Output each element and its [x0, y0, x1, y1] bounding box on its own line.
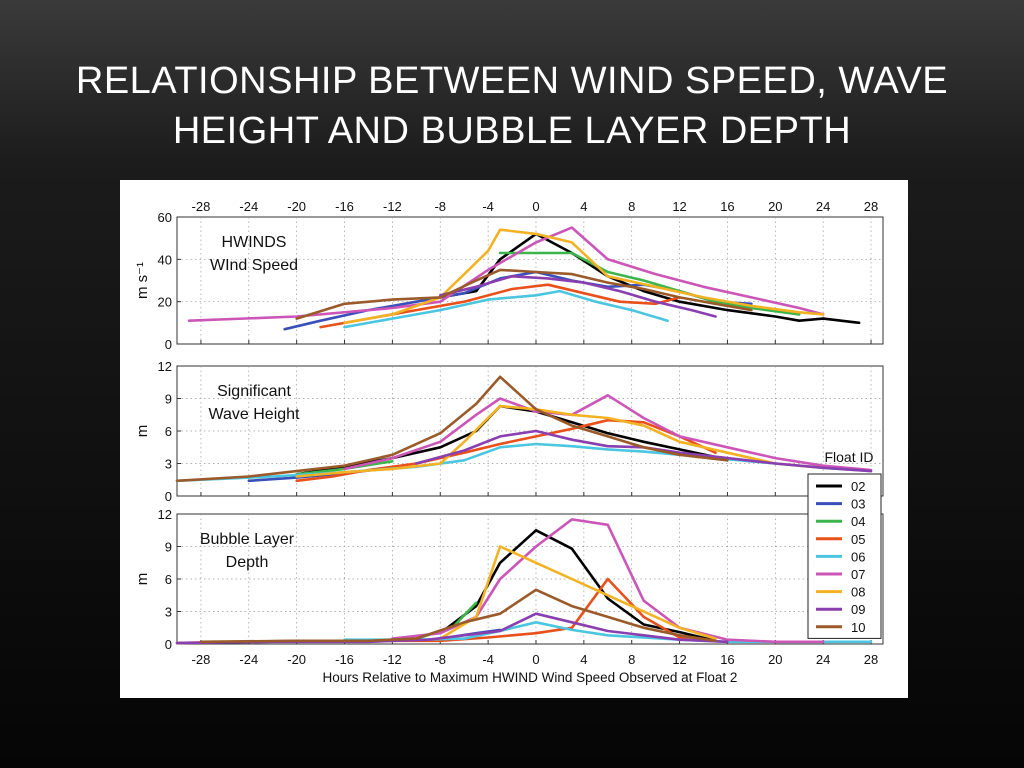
x-tick-label-top: 20: [768, 199, 782, 214]
panel-label-wave: Significant: [217, 383, 291, 400]
slide-title: Relationship between wind speed, wave he…: [75, 60, 949, 152]
x-tick-label-top: 0: [532, 199, 539, 214]
panel-label-bubble: Bubble Layer: [200, 531, 295, 548]
panel-label-wave: Wave Height: [209, 406, 301, 423]
y-tick-label-bubble: 9: [165, 540, 172, 555]
legend-label-02: 02: [851, 479, 865, 494]
x-tick-label-bottom: 12: [672, 652, 686, 667]
x-axis-label: Hours Relative to Maximum HWIND Wind Spe…: [323, 670, 738, 685]
y-tick-label-wind: 40: [158, 252, 172, 267]
y-axis-label-wave: m: [134, 425, 151, 438]
y-tick-label-wind: 60: [158, 210, 172, 225]
series-line-wave-10: [175, 375, 729, 483]
series-line-bubble-08: [438, 545, 717, 640]
chart-figure: 0 20 40 60 m s⁻¹ HWINDS WInd Speed 0 3 6 9 12 m Signi…: [120, 180, 908, 698]
x-tick-label-top: -16: [335, 199, 354, 214]
x-tick-label-bottom: 4: [580, 652, 587, 667]
x-tick-label-bottom: -16: [335, 652, 354, 667]
panel-label-wind: WInd Speed: [210, 257, 298, 274]
x-tick-label-bottom: -20: [287, 652, 306, 667]
x-tick-label-bottom: 20: [768, 652, 782, 667]
series-line-wave-07: [343, 394, 873, 472]
series-line-wind-02: [438, 232, 861, 325]
x-tick-label-top: 12: [672, 199, 686, 214]
x-tick-label-bottom: 0: [532, 652, 539, 667]
legend-label-09: 09: [851, 602, 865, 617]
x-tick-label-top: -12: [383, 199, 402, 214]
series-line-wave-08: [295, 404, 825, 478]
x-tick-label-bottom: 24: [816, 652, 830, 667]
series-line-wind-10: [295, 268, 753, 320]
x-tick-label-top: -4: [482, 199, 494, 214]
y-tick-label-bubble: 6: [165, 572, 172, 587]
y-tick-label-bubble: 12: [158, 507, 172, 522]
y-tick-label-wind: 20: [158, 295, 172, 310]
x-tick-label-bottom: -4: [482, 652, 494, 667]
x-tick-label-bottom: -8: [434, 652, 446, 667]
x-tick-label-top: 4: [580, 199, 587, 214]
series-line-wave-09: [414, 429, 873, 473]
series-line-bubble-10: [199, 588, 717, 644]
x-tick-label-bottom: 28: [864, 652, 878, 667]
y-tick-label-bubble: 0: [165, 637, 172, 652]
legend-label-05: 05: [851, 532, 865, 547]
legend-label-03: 03: [851, 497, 865, 512]
series-line-wind-06: [343, 289, 669, 329]
y-axis-label-wind: m s⁻¹: [134, 262, 151, 299]
legend-label-06: 06: [851, 549, 865, 564]
x-tick-label-top: 8: [628, 199, 635, 214]
x-tick-label-top: -24: [239, 199, 258, 214]
y-tick-label-wave: 0: [165, 489, 172, 504]
y-tick-label-bubble: 3: [165, 605, 172, 620]
x-tick-label-bottom: -12: [383, 652, 402, 667]
x-tick-label-top: 28: [864, 199, 878, 214]
series-line-wind-07: [187, 226, 825, 322]
panel-label-wind: HWINDS: [222, 234, 287, 251]
legend-label-10: 10: [851, 620, 865, 635]
x-tick-label-bottom: -28: [192, 652, 211, 667]
x-tick-label-bottom: 16: [720, 652, 734, 667]
legend-title: Float ID: [824, 449, 873, 465]
x-tick-label-top: -20: [287, 199, 306, 214]
series-line-wind-09: [438, 275, 717, 318]
y-tick-label-wave: 9: [165, 392, 172, 407]
legend-label-07: 07: [851, 567, 865, 582]
y-tick-label-wave: 3: [165, 457, 172, 472]
series-line-wind-04: [498, 251, 801, 316]
x-tick-label-top: 16: [720, 199, 734, 214]
y-tick-label-wave: 6: [165, 424, 172, 439]
panel-label-bubble: Depth: [226, 554, 269, 571]
legend-label-08: 08: [851, 585, 865, 600]
x-tick-label-top: -28: [192, 199, 211, 214]
x-tick-label-bottom: -24: [239, 652, 258, 667]
y-tick-label-wave: 12: [158, 359, 172, 374]
x-tick-label-top: 24: [816, 199, 830, 214]
y-axis-label-bubble: m: [134, 573, 151, 586]
y-tick-label-wind: 0: [165, 337, 172, 352]
x-tick-label-bottom: 8: [628, 652, 635, 667]
x-tick-label-top: -8: [434, 199, 446, 214]
legend-label-04: 04: [851, 514, 865, 529]
